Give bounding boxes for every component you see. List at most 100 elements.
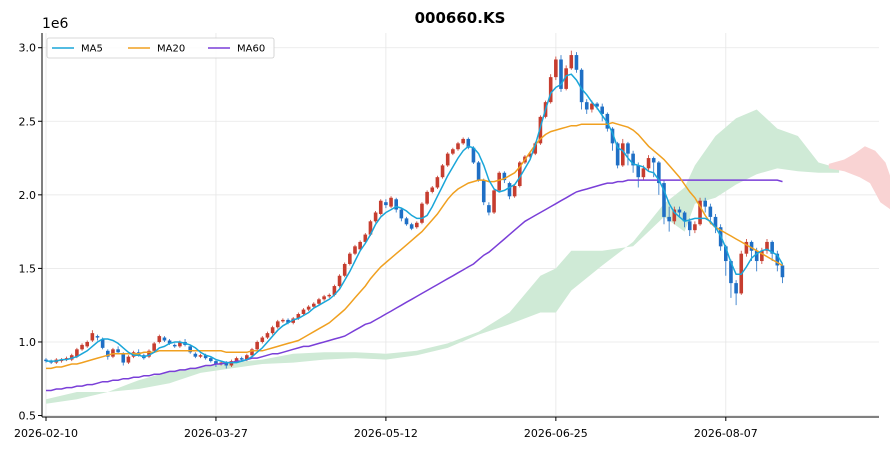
candle-body (626, 143, 630, 154)
candle-body (507, 183, 512, 197)
candle-body (554, 59, 558, 78)
candle (265, 331, 270, 340)
candle-body (337, 275, 342, 287)
candle (152, 341, 156, 353)
legend-box (46, 37, 275, 59)
candle (456, 141, 460, 151)
candle-body (760, 250, 764, 262)
candle-body (641, 168, 646, 178)
candle-body (327, 294, 332, 297)
candle-body (425, 191, 429, 204)
candle-body (729, 261, 733, 284)
candle-body (703, 200, 707, 207)
candle-body (631, 153, 635, 166)
candle (389, 196, 393, 209)
candle (698, 197, 702, 226)
candle (116, 346, 120, 354)
candle (193, 352, 198, 359)
candle (461, 137, 465, 145)
candle (409, 222, 414, 231)
legend-label: MA5 (81, 44, 103, 55)
candle (512, 184, 517, 198)
candle-body (301, 309, 306, 315)
candle (435, 175, 440, 189)
candle-body (698, 200, 702, 225)
candle (559, 55, 563, 92)
candle-body (487, 205, 491, 213)
candle-body (378, 200, 383, 214)
cloud-bearish (828, 146, 890, 210)
candle-body (693, 224, 697, 231)
candle (687, 218, 692, 237)
y-tick-label: 2.0 (19, 189, 37, 202)
candle-body (440, 165, 445, 178)
candle (631, 150, 635, 173)
axes: 0.5 1.0 1.5 2.0 2.5 3.0 2026-02-10 2026-03-27 20… (14, 33, 879, 440)
candle (770, 240, 774, 262)
candle (584, 99, 589, 114)
candle-body (481, 180, 486, 203)
candle-body (605, 113, 610, 129)
candle-body (353, 246, 357, 254)
candle (415, 221, 419, 229)
chart-title: 000660.KS (415, 9, 506, 27)
candle (507, 181, 512, 200)
candle-body (121, 353, 126, 363)
candle (497, 171, 501, 192)
candle-body (394, 199, 398, 210)
candle (80, 343, 84, 351)
candle (765, 238, 769, 254)
candle-body (157, 336, 162, 342)
candle (481, 178, 486, 206)
candle-body (363, 234, 368, 242)
candle (157, 334, 162, 344)
candle (90, 330, 95, 342)
candle-body (584, 102, 589, 110)
candle-body (724, 246, 728, 262)
candle-body (672, 209, 677, 222)
candle-body (260, 337, 265, 342)
candle-body (116, 349, 120, 353)
candle-body (188, 346, 192, 353)
candle-body (430, 187, 435, 192)
candle (621, 138, 625, 167)
candle-body (461, 138, 465, 144)
candle-body (178, 341, 182, 347)
candle-body (75, 349, 79, 357)
candle (646, 155, 651, 172)
candle-body (358, 241, 362, 250)
candle-body (564, 68, 568, 89)
y-tick-label: 3.0 (19, 42, 37, 55)
candle (548, 74, 553, 104)
candle-body (234, 358, 239, 362)
candle-body (569, 55, 574, 69)
candle (729, 259, 733, 298)
candle-body (389, 197, 393, 207)
candle-body (770, 241, 774, 254)
x-tick-label: 2026-08-07 (694, 427, 758, 440)
candle-body (610, 128, 615, 144)
candle-body (512, 186, 517, 197)
candle (600, 103, 604, 122)
ma20-line (46, 121, 783, 370)
candle-body (250, 349, 254, 356)
candle-body (85, 341, 89, 347)
candle-body (348, 253, 352, 264)
candle-body (687, 221, 692, 231)
candle-body (574, 55, 579, 70)
y-scale-label: 1e6 (42, 16, 69, 32)
legend-item: MA60 (208, 44, 265, 55)
candle (306, 305, 311, 312)
candle (610, 127, 615, 151)
candle (378, 199, 383, 216)
candle (198, 353, 203, 359)
candle (317, 297, 321, 306)
candle-body (662, 183, 666, 217)
candle (399, 208, 404, 222)
candle-body (646, 158, 651, 169)
x-tick-label: 2026-03-27 (184, 427, 248, 440)
y-tick-label: 2.5 (19, 115, 37, 128)
candle-body (548, 77, 553, 103)
candle-body (152, 343, 156, 351)
